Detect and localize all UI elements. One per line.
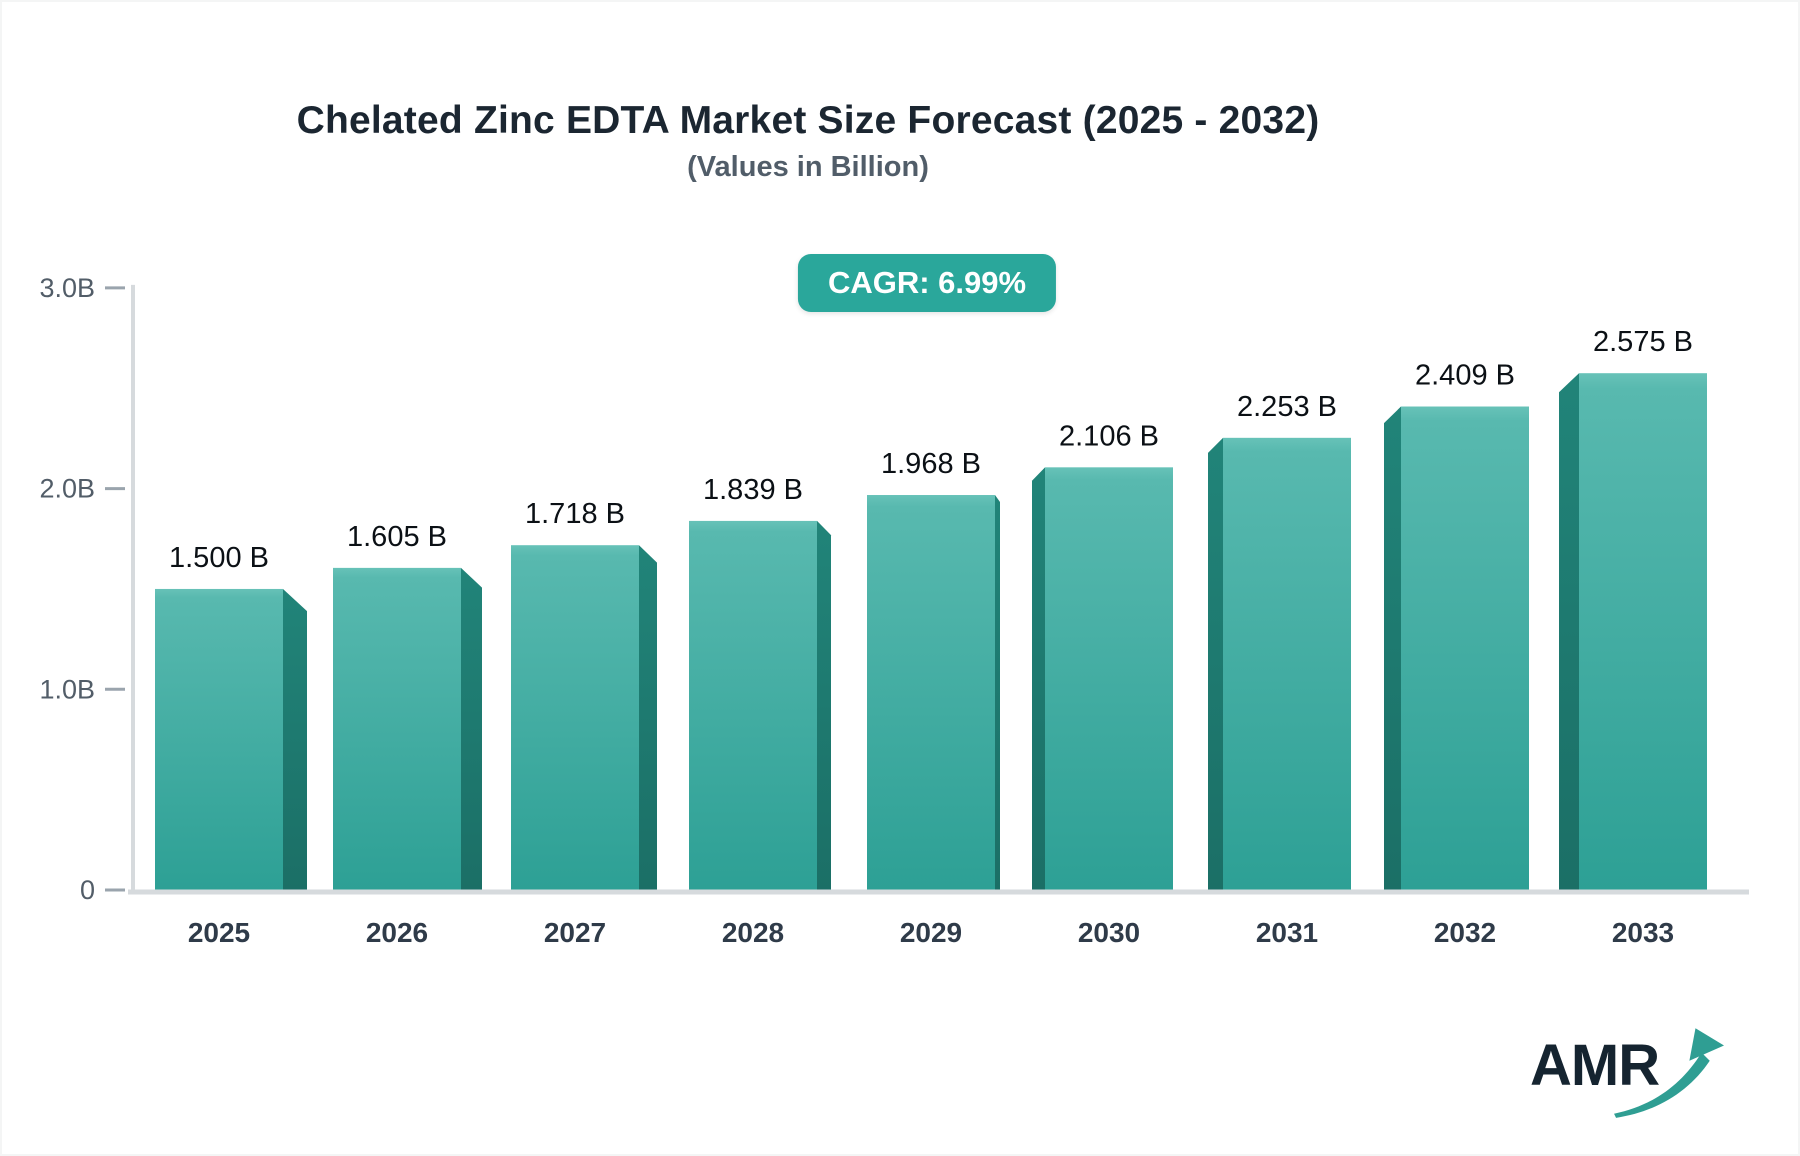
bar-value-label: 1.500 B (169, 542, 269, 574)
amr-logo-text: AMR (1530, 1033, 1660, 1098)
x-axis-category-label: 2029 (900, 917, 962, 948)
bar-2028 (689, 520, 817, 890)
bar-side-2031 (1208, 437, 1223, 890)
bar-2032 (1401, 406, 1529, 890)
y-axis-tick-label: 3.0B (39, 273, 95, 303)
bar-2031 (1223, 437, 1351, 890)
bar-2033 (1579, 373, 1707, 890)
bar-value-label: 1.839 B (703, 474, 803, 506)
bar-side-2029 (995, 495, 1000, 890)
x-axis-category-label: 2027 (544, 917, 606, 948)
y-axis-tick-label: 1.0B (39, 674, 95, 704)
bar-side-2033 (1559, 373, 1579, 890)
bar-side-2032 (1384, 406, 1401, 890)
bar-2027 (511, 545, 639, 890)
bar-value-label: 2.409 B (1415, 360, 1515, 392)
bar-side-2027 (639, 545, 657, 890)
cagr-badge: CAGR: 6.99% (797, 254, 1057, 312)
bar-side-2026 (461, 567, 482, 890)
y-axis-tick-label: 2.0B (39, 474, 95, 504)
bar-2029 (867, 495, 995, 890)
x-axis-category-label: 2032 (1434, 917, 1496, 948)
chart-subtitle: (Values in Billion) (687, 151, 929, 183)
bar-value-label: 2.253 B (1237, 391, 1337, 423)
bar-side-2025 (283, 588, 307, 890)
amr-logo: AMR (1530, 1028, 1730, 1122)
x-axis-category-label: 2028 (722, 917, 784, 948)
bar-2025 (155, 588, 283, 890)
bar-side-2030 (1032, 467, 1045, 890)
bar-value-label: 1.718 B (525, 498, 625, 530)
bar-side-2028 (817, 520, 831, 890)
bar-value-label: 1.968 B (881, 448, 981, 480)
x-axis-category-label: 2026 (366, 917, 428, 948)
x-axis-category-label: 2030 (1078, 917, 1140, 948)
bar-value-label: 2.575 B (1593, 326, 1693, 358)
x-axis-category-label: 2033 (1612, 917, 1674, 948)
chart-title: Chelated Zinc EDTA Market Size Forecast … (296, 99, 1320, 142)
logo-arrow-icon (1614, 1028, 1724, 1118)
y-axis-tick-label: 0 (80, 875, 95, 905)
x-axis-category-label: 2025 (188, 917, 250, 948)
bar-value-label: 2.106 B (1059, 420, 1159, 452)
bar-2026 (333, 567, 461, 890)
bar-2030 (1045, 467, 1173, 890)
x-axis-category-label: 2031 (1256, 917, 1318, 948)
bar-value-label: 1.605 B (347, 521, 447, 553)
